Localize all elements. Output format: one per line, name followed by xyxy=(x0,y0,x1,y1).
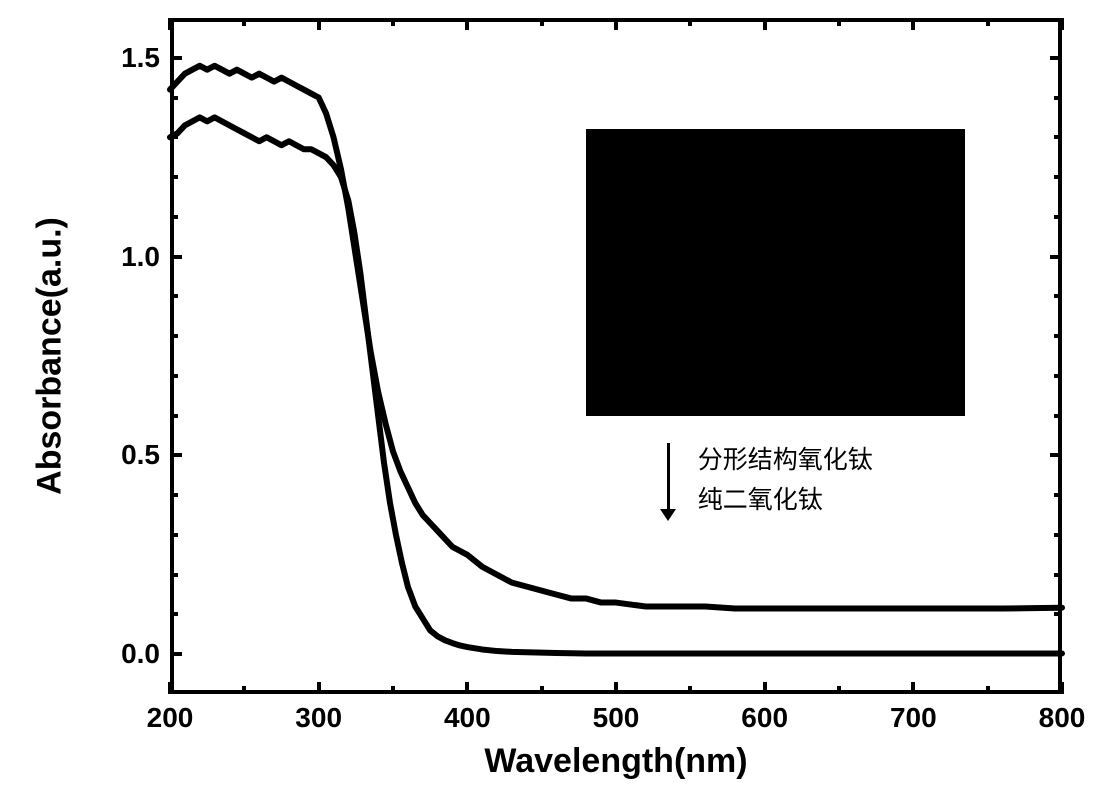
x-minor-tick-top xyxy=(242,18,246,26)
x-tick xyxy=(465,682,469,694)
y-minor-tick xyxy=(170,96,178,100)
x-tick-top xyxy=(911,18,915,30)
x-minor-tick-top xyxy=(986,18,990,26)
y-minor-tick xyxy=(170,493,178,497)
x-tick-label: 400 xyxy=(444,702,491,734)
y-minor-tick-right xyxy=(1054,493,1062,497)
x-tick xyxy=(1060,682,1064,694)
y-tick-label: 1.5 xyxy=(100,42,160,74)
x-tick-label: 200 xyxy=(147,702,194,734)
y-axis-label: Absorbance(a.u.) xyxy=(31,217,70,495)
y-tick xyxy=(170,453,182,457)
x-minor-tick xyxy=(837,686,841,694)
x-tick-top xyxy=(1060,18,1064,30)
y-minor-tick xyxy=(170,573,178,577)
y-minor-tick-right xyxy=(1054,135,1062,139)
x-minor-tick xyxy=(242,686,246,694)
x-tick-label: 500 xyxy=(593,702,640,734)
y-minor-tick xyxy=(170,294,178,298)
y-minor-tick-right xyxy=(1054,294,1062,298)
x-tick-top xyxy=(763,18,767,30)
x-tick-label: 700 xyxy=(890,702,937,734)
y-minor-tick xyxy=(170,612,178,616)
x-tick-label: 300 xyxy=(295,702,342,734)
x-tick-top xyxy=(465,18,469,30)
legend-arrow-head xyxy=(660,509,676,521)
y-minor-tick xyxy=(170,414,178,418)
y-tick xyxy=(170,652,182,656)
x-tick-label: 600 xyxy=(741,702,788,734)
x-tick xyxy=(168,682,172,694)
x-tick xyxy=(614,682,618,694)
y-minor-tick-right xyxy=(1054,96,1062,100)
y-tick-right xyxy=(1050,652,1062,656)
x-minor-tick xyxy=(986,686,990,694)
y-tick-label: 0.5 xyxy=(100,439,160,471)
y-minor-tick-right xyxy=(1054,334,1062,338)
x-tick xyxy=(763,682,767,694)
x-minor-tick-top xyxy=(688,18,692,26)
y-minor-tick xyxy=(170,135,178,139)
x-minor-tick-top xyxy=(837,18,841,26)
y-tick-right xyxy=(1050,56,1062,60)
y-minor-tick-right xyxy=(1054,573,1062,577)
y-minor-tick xyxy=(170,175,178,179)
legend-item-pure: 纯二氧化钛 xyxy=(698,480,823,516)
y-minor-tick-right xyxy=(1054,175,1062,179)
x-tick-label: 800 xyxy=(1039,702,1086,734)
figure: 分形结构氧化钛 纯二氧化钛 Wavelength(nm) Absorbance(… xyxy=(0,0,1097,811)
y-minor-tick xyxy=(170,533,178,537)
y-minor-tick xyxy=(170,334,178,338)
x-axis-label: Wavelength(nm) xyxy=(484,742,747,781)
y-minor-tick-right xyxy=(1054,612,1062,616)
x-minor-tick xyxy=(540,686,544,694)
x-tick xyxy=(317,682,321,694)
y-tick xyxy=(170,255,182,259)
x-minor-tick xyxy=(391,686,395,694)
y-tick-label: 1.0 xyxy=(100,241,160,273)
inset-sample-image xyxy=(586,129,965,415)
x-tick-top xyxy=(317,18,321,30)
y-tick-label: 0.0 xyxy=(100,638,160,670)
legend-arrow-line xyxy=(667,443,670,511)
y-tick xyxy=(170,56,182,60)
y-minor-tick xyxy=(170,374,178,378)
y-minor-tick-right xyxy=(1054,533,1062,537)
x-tick-top xyxy=(614,18,618,30)
x-minor-tick xyxy=(688,686,692,694)
y-minor-tick-right xyxy=(1054,215,1062,219)
y-minor-tick-right xyxy=(1054,414,1062,418)
x-tick-top xyxy=(168,18,172,30)
y-tick-right xyxy=(1050,453,1062,457)
x-tick xyxy=(911,682,915,694)
y-tick-right xyxy=(1050,255,1062,259)
x-minor-tick-top xyxy=(391,18,395,26)
y-minor-tick-right xyxy=(1054,374,1062,378)
x-minor-tick-top xyxy=(540,18,544,26)
y-minor-tick xyxy=(170,215,178,219)
legend-item-fractal: 分形结构氧化钛 xyxy=(698,440,873,476)
